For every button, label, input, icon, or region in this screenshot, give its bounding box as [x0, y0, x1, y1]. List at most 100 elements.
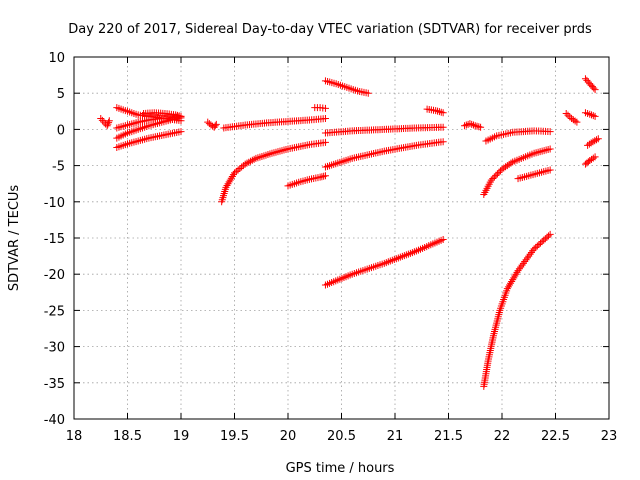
- data-point: [532, 243, 540, 251]
- data-point: [243, 159, 251, 167]
- data-point: [505, 160, 513, 168]
- data-point: [321, 172, 329, 180]
- data-point: [585, 140, 593, 148]
- series-15: [321, 235, 447, 289]
- data-point: [586, 110, 594, 118]
- data-point: [248, 156, 256, 164]
- data-point: [439, 123, 447, 131]
- data-point: [177, 128, 185, 136]
- series-4: [113, 114, 185, 142]
- x-tick-label: 20: [280, 429, 297, 444]
- x-axis: 18 18.5 19 19.5 20 20.5 21 21.5 22 22.5 23: [66, 57, 617, 444]
- data-point: [238, 163, 246, 171]
- data-point: [98, 116, 106, 124]
- data-point: [538, 238, 546, 246]
- series-24: [581, 75, 599, 94]
- x-tick-label: 20.5: [327, 429, 356, 444]
- data-point: [437, 108, 445, 116]
- y-tick-label: 10: [48, 51, 65, 66]
- y-tick-label: -10: [44, 196, 65, 211]
- data-point: [541, 235, 549, 243]
- data-point: [204, 118, 212, 126]
- series-23: [581, 109, 599, 120]
- data-point: [529, 247, 537, 255]
- data-point: [587, 139, 595, 147]
- data-point: [103, 122, 111, 130]
- x-tick-label: 21.5: [434, 429, 463, 444]
- x-tick-label: 18.5: [113, 429, 142, 444]
- series-14: [321, 138, 447, 171]
- chart-title: Day 220 of 2017, Sidereal Day-to-day VTE…: [68, 22, 592, 37]
- x-tick-label: 22: [494, 429, 511, 444]
- data-point: [505, 281, 513, 289]
- y-tick-label: 5: [57, 87, 65, 102]
- data-point: [502, 163, 510, 171]
- data-point: [591, 137, 599, 145]
- data-point: [591, 153, 599, 161]
- data-point: [466, 120, 474, 128]
- data-point: [522, 256, 530, 264]
- data-point: [589, 138, 597, 146]
- series-11: [284, 172, 329, 190]
- data-point: [568, 115, 576, 123]
- data-point: [507, 279, 515, 287]
- series-9: [218, 138, 329, 206]
- data-point: [468, 120, 476, 128]
- series-7: [204, 118, 220, 131]
- data-point: [543, 233, 551, 241]
- data-point: [526, 250, 534, 258]
- data-point: [546, 145, 554, 153]
- data-point: [518, 261, 526, 269]
- data-point: [234, 166, 242, 174]
- data-point: [509, 276, 517, 284]
- data-point: [503, 285, 511, 293]
- y-tick-label: -25: [44, 304, 65, 319]
- data-point: [222, 183, 230, 191]
- data-point: [236, 164, 244, 172]
- data-point: [581, 75, 589, 83]
- data-point: [584, 141, 592, 149]
- series-25: [584, 135, 602, 149]
- series-16: [423, 105, 447, 117]
- y-tick-label: -35: [44, 377, 65, 392]
- series-10: [311, 104, 329, 112]
- y-tick-label: -15: [44, 232, 65, 247]
- data-point: [462, 121, 470, 129]
- data-point: [521, 258, 529, 266]
- data-point: [364, 89, 372, 97]
- data-point: [321, 138, 329, 146]
- series-22: [562, 109, 581, 126]
- data-point: [461, 122, 469, 130]
- data-point: [439, 109, 447, 117]
- data-point: [562, 109, 570, 117]
- data-point: [250, 155, 258, 163]
- data-point: [535, 241, 543, 249]
- x-tick-label: 22.5: [541, 429, 570, 444]
- data-point: [228, 172, 236, 180]
- data-point: [504, 283, 512, 291]
- data-point: [519, 259, 527, 267]
- data-point: [591, 86, 599, 94]
- y-tick-label: 0: [57, 123, 65, 138]
- data-point: [525, 252, 533, 260]
- data-point: [512, 270, 520, 278]
- y-tick-label: -20: [44, 268, 65, 283]
- data-point: [573, 118, 581, 126]
- y-axis: -40 -35 -30 -25 -20 -15 -10 -5 0 5 10: [44, 51, 609, 428]
- data-point: [527, 248, 535, 256]
- series-26: [581, 153, 599, 168]
- data-point: [487, 176, 495, 184]
- data-point: [546, 166, 554, 174]
- data-point: [594, 135, 602, 143]
- series-17: [461, 120, 485, 131]
- y-tick-label: -5: [52, 160, 65, 175]
- data-point: [540, 236, 548, 244]
- data-point: [510, 274, 518, 282]
- data-point: [546, 230, 554, 238]
- series-19: [480, 145, 554, 199]
- data-point: [513, 268, 521, 276]
- data-point: [211, 122, 219, 130]
- series-6: [140, 109, 185, 120]
- series-13: [321, 123, 447, 137]
